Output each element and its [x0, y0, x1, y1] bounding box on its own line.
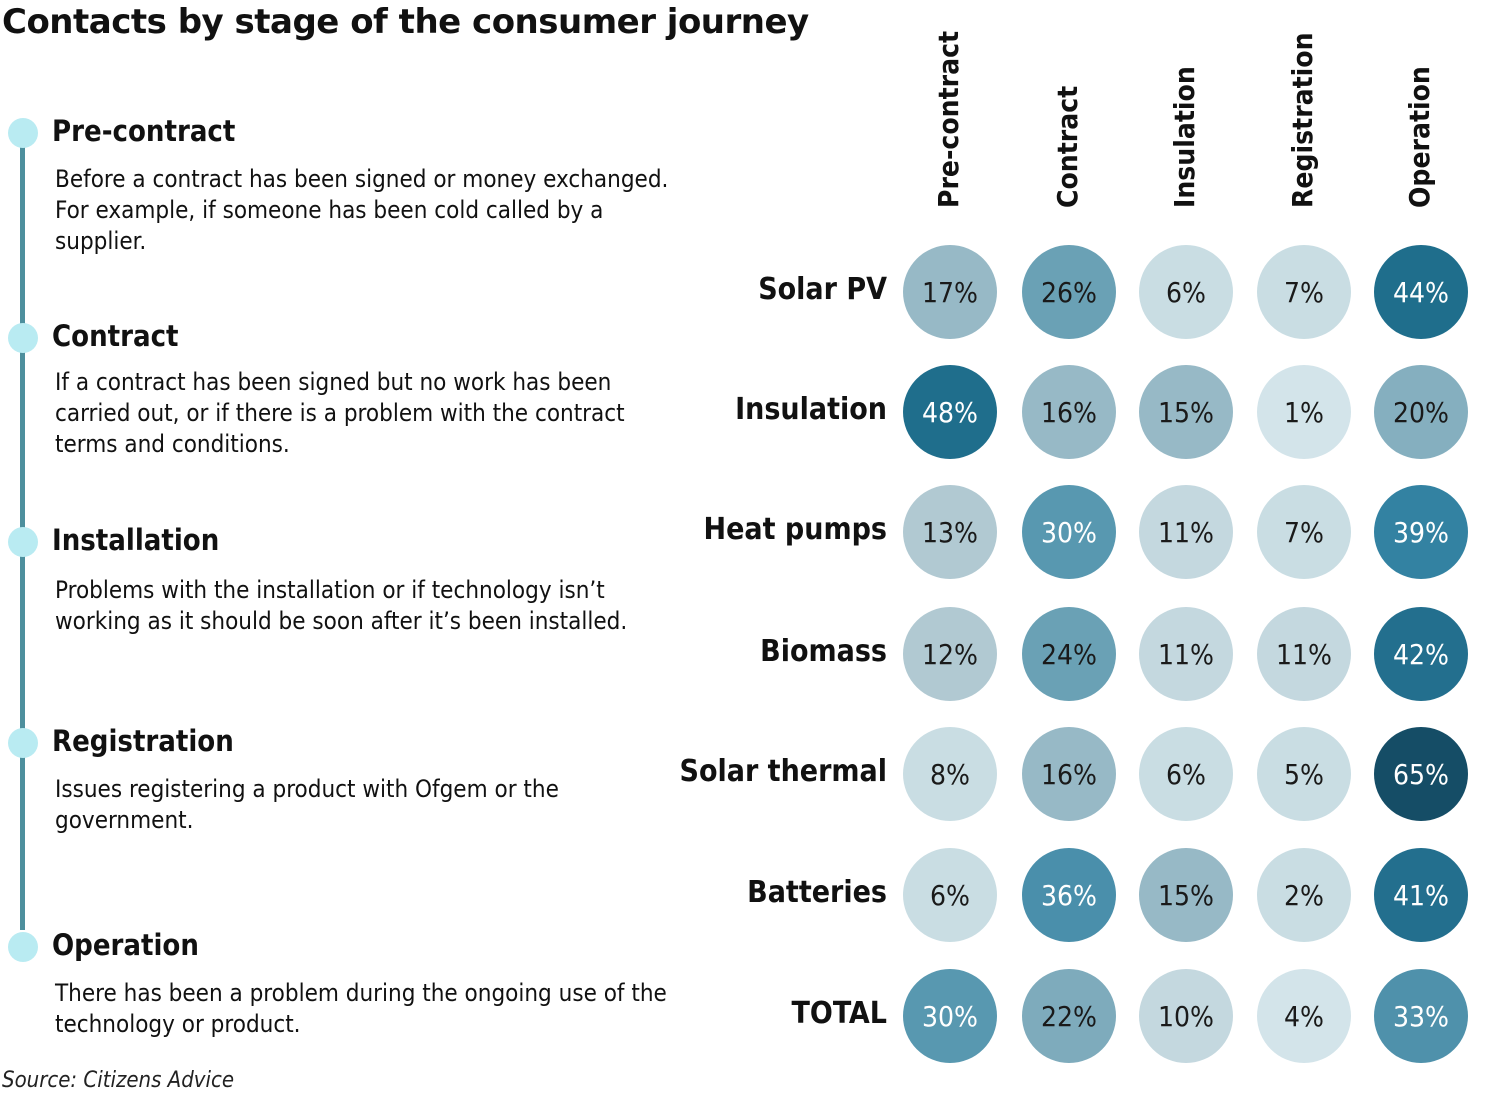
value-bubble: 15%: [1139, 365, 1233, 459]
value-bubble: 11%: [1139, 485, 1233, 579]
value-bubble: 26%: [1022, 245, 1116, 339]
row-label: Insulation: [735, 392, 887, 427]
row-label: Solar PV: [758, 272, 887, 307]
value-bubble: 7%: [1257, 245, 1351, 339]
value-bubble: 6%: [1139, 727, 1233, 821]
value-bubble: 4%: [1257, 969, 1351, 1063]
value-bubble: 24%: [1022, 607, 1116, 701]
stage-name: Installation: [52, 523, 220, 557]
stage-description: Before a contract has been signed or mon…: [55, 165, 669, 255]
source-note: Source: Citizens Advice: [2, 1068, 235, 1093]
stage-name: Registration: [52, 724, 234, 758]
stage-description: There has been a problem during the ongo…: [55, 979, 667, 1038]
value-bubble: 1%: [1257, 365, 1351, 459]
value-bubble: 16%: [1022, 727, 1116, 821]
value-bubble: 6%: [903, 848, 997, 942]
chart-title: Contacts by stage of the consumer journe…: [2, 2, 809, 42]
stage-name: Pre-contract: [52, 114, 236, 148]
value-bubble: 48%: [903, 365, 997, 459]
column-header: Operation: [1403, 66, 1436, 208]
value-bubble: 7%: [1257, 485, 1351, 579]
value-bubble: 11%: [1139, 607, 1233, 701]
value-bubble: 13%: [903, 485, 997, 579]
value-bubble: 5%: [1257, 727, 1351, 821]
value-bubble: 42%: [1374, 607, 1468, 701]
row-label: Solar thermal: [679, 754, 887, 789]
value-bubble: 6%: [1139, 245, 1233, 339]
value-bubble: 41%: [1374, 848, 1468, 942]
stage-description: Issues registering a product with Ofgem …: [55, 775, 559, 834]
stage-dot: [8, 323, 38, 353]
value-bubble: 20%: [1374, 365, 1468, 459]
value-bubble: 30%: [903, 969, 997, 1063]
row-label: Batteries: [747, 875, 887, 910]
stage-dot: [8, 527, 38, 557]
column-header: Pre-contract: [932, 30, 965, 208]
value-bubble: 39%: [1374, 485, 1468, 579]
value-bubble: 15%: [1139, 848, 1233, 942]
stage-description: If a contract has been signed but no wor…: [55, 368, 625, 458]
value-bubble: 22%: [1022, 969, 1116, 1063]
row-label: Heat pumps: [703, 512, 887, 547]
column-header: Contract: [1051, 85, 1084, 208]
value-bubble: 33%: [1374, 969, 1468, 1063]
value-bubble: 8%: [903, 727, 997, 821]
stage-name: Contract: [52, 319, 179, 353]
column-header: Insulation: [1168, 66, 1201, 208]
value-bubble: 30%: [1022, 485, 1116, 579]
value-bubble: 11%: [1257, 607, 1351, 701]
stage-description: Problems with the installation or if tec…: [55, 576, 628, 635]
value-bubble: 36%: [1022, 848, 1116, 942]
stage-dot: [8, 728, 38, 758]
row-label: TOTAL: [791, 996, 887, 1031]
value-bubble: 2%: [1257, 848, 1351, 942]
stage-dot: [8, 118, 38, 148]
value-bubble: 16%: [1022, 365, 1116, 459]
stage-dot: [8, 932, 38, 962]
value-bubble: 17%: [903, 245, 997, 339]
value-bubble: 10%: [1139, 969, 1233, 1063]
row-label: Biomass: [760, 634, 887, 669]
value-bubble: 12%: [903, 607, 997, 701]
value-bubble: 44%: [1374, 245, 1468, 339]
value-bubble: 65%: [1374, 727, 1468, 821]
stage-name: Operation: [52, 928, 199, 962]
column-header: Registration: [1286, 32, 1319, 208]
